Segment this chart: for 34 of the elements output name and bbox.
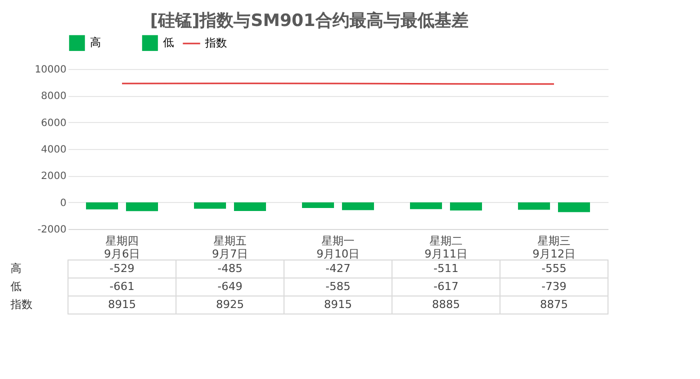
y-tick-label: 8000 [41, 91, 66, 102]
y-tick-label: 0 [60, 198, 66, 209]
text: 指数 [10, 298, 32, 311]
x-tick-label: 星期三 9月12日 [532, 234, 576, 260]
data-label: 8915 [108, 298, 136, 311]
legend-label: 指数 [204, 36, 227, 50]
data-label: -555 [542, 262, 566, 275]
data-label: -661 [110, 280, 134, 293]
y-tick-label: 10000 [34, 64, 66, 76]
data-label: 8885 [432, 298, 460, 311]
legend-label: 高 [90, 36, 101, 50]
legend-label: 低 [163, 36, 174, 50]
y-tick-label: 2000 [41, 171, 66, 182]
x-tick-label: 星期四 9月6日 [104, 234, 140, 260]
data-label: -529 [110, 262, 134, 275]
chart-title: [硅锰]指数与SM901合约最高与最低基差 [150, 11, 468, 31]
data-label: -617 [434, 280, 458, 293]
data-label: -485 [218, 262, 242, 275]
text: 低 [10, 280, 22, 293]
data-label: -649 [218, 280, 242, 293]
data-label: -427 [326, 262, 350, 275]
x-tick-label: 星期一 9月10日 [316, 234, 360, 260]
data-label: 8925 [216, 298, 244, 311]
data-label: -585 [326, 280, 350, 293]
text: 高 [10, 262, 22, 275]
data-label: 8915 [324, 298, 352, 311]
data-label: -739 [542, 280, 566, 293]
y-tick-label: -2000 [37, 224, 66, 236]
data-label: 8875 [540, 298, 568, 311]
y-tick-label: 6000 [41, 118, 66, 129]
data-label: -511 [434, 262, 458, 275]
y-tick-label: 4000 [41, 144, 66, 156]
x-tick-label: 星期五 9月7日 [212, 234, 248, 260]
x-tick-label: 星期二 9月11日 [424, 234, 468, 260]
